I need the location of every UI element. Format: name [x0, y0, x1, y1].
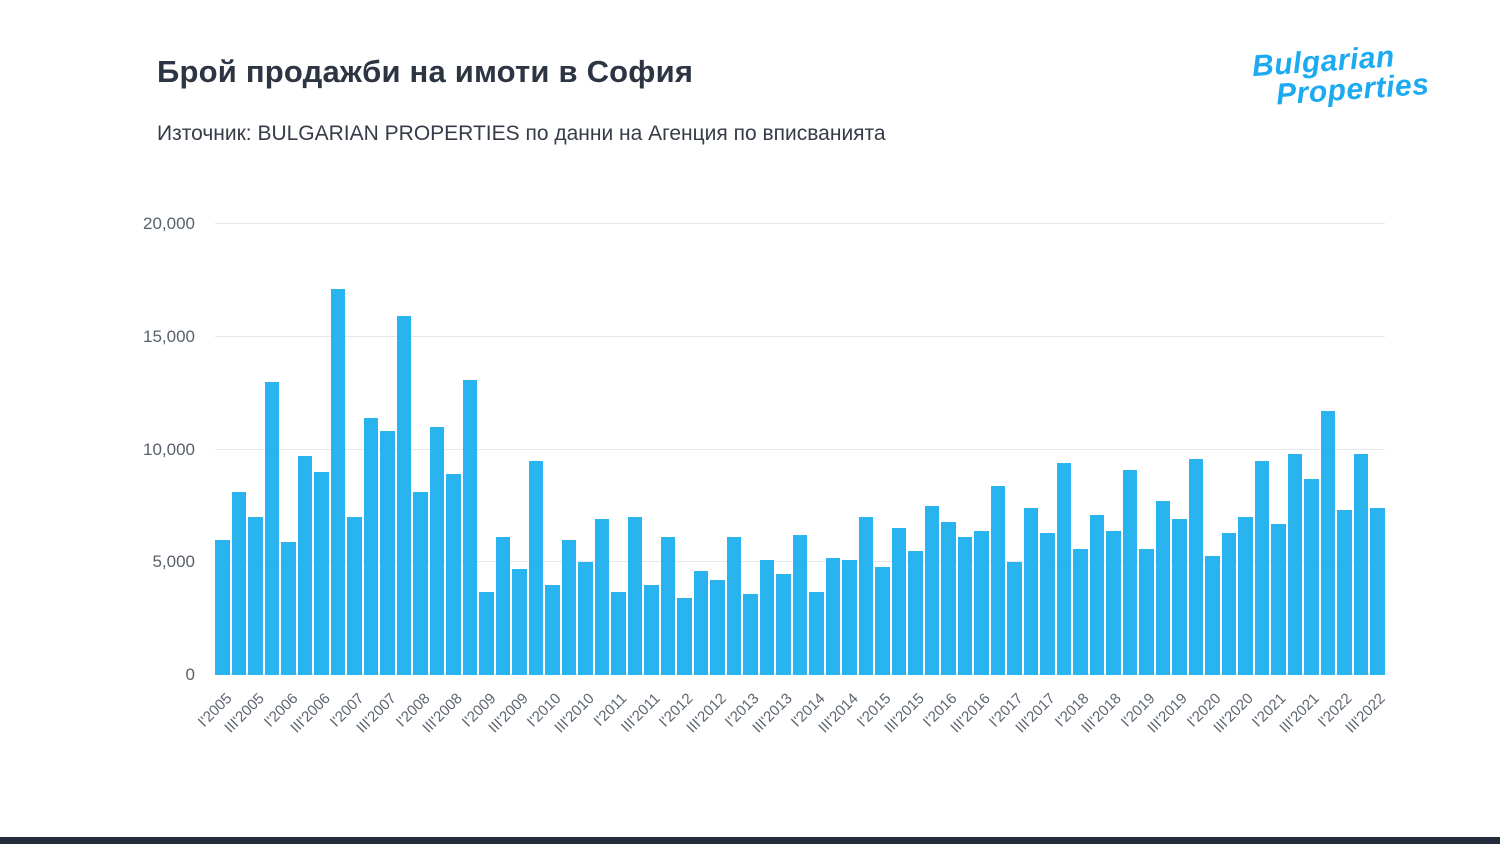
bar-IV'2021	[1320, 411, 1335, 675]
bar-III'2022	[1370, 508, 1385, 675]
bar-II'2014	[825, 557, 840, 675]
bar-I'2017	[1007, 562, 1022, 675]
y-axis-tick-label: 5,000	[152, 552, 195, 572]
gridline	[215, 335, 1385, 337]
bar-II'2019	[1155, 501, 1170, 675]
bar-II'2020	[1221, 532, 1236, 675]
bar-II'2012	[693, 571, 708, 675]
bar-IV'2013	[792, 535, 807, 675]
bar-I'2011	[611, 591, 626, 675]
y-axis-tick-label: 0	[185, 665, 195, 684]
bar-III'2014	[842, 560, 857, 675]
bar-III'2013	[776, 573, 791, 675]
bar-I'2019	[1139, 548, 1154, 675]
gridline	[215, 448, 1385, 450]
y-axis: 0 5,000 10,000 15,000 20,000	[90, 214, 205, 684]
bar-IV'2019	[1188, 458, 1203, 675]
bar-I'2007	[347, 517, 362, 675]
bar-II'2013	[759, 560, 774, 675]
bar-III'2018	[1106, 530, 1121, 675]
bar-II'2018	[1089, 514, 1104, 675]
bulgarian-properties-logo: Bulgarian Properties	[1251, 40, 1430, 112]
bar-III'2021	[1304, 478, 1319, 675]
bar-II'2005	[231, 492, 246, 675]
bar-III'2019	[1172, 519, 1187, 675]
bar-IV'2006	[330, 289, 345, 675]
bar-III'2012	[710, 580, 725, 675]
bar-I'2013	[743, 593, 758, 675]
x-axis: I'2005 III'2005 I'2006 III'2006 I'2007 III'20…	[195, 676, 1389, 806]
logo-line2: Properties	[1274, 67, 1430, 112]
bar-II'2015	[891, 528, 906, 675]
source-subtitle: Източник: BULGARIAN PROPERTIES по данни …	[157, 122, 886, 145]
bar-IV'2010	[594, 519, 609, 675]
bar-I'2008	[413, 492, 428, 675]
bar-II'2007	[363, 417, 378, 675]
bar-I'2006	[281, 541, 296, 675]
bar-II'2022	[1353, 454, 1368, 675]
bar-IV'2007	[396, 316, 411, 675]
bar-I'2016	[941, 521, 956, 675]
bar-I'2014	[809, 591, 824, 675]
y-axis-tick-label: 10,000	[143, 439, 195, 459]
bar-I'2021	[1271, 523, 1286, 675]
bar-I'2018	[1073, 548, 1088, 675]
bar-IV'2020	[1254, 460, 1269, 675]
bar-III'2005	[248, 517, 263, 675]
bar-I'2012	[677, 598, 692, 675]
bar-IV'2017	[1056, 463, 1071, 675]
bar-I'2009	[479, 591, 494, 675]
bar-II'2016	[957, 537, 972, 675]
plot-area	[215, 223, 1385, 675]
bar-I'2010	[545, 584, 560, 675]
bar-III'2007	[380, 431, 395, 675]
bar-III'2016	[974, 530, 989, 675]
bar-series	[215, 224, 1385, 675]
bar-IV'2012	[726, 537, 741, 675]
y-axis-tick-label: 15,000	[143, 326, 195, 346]
bar-IV'2018	[1122, 469, 1137, 675]
bar-III'2009	[512, 569, 527, 675]
bar-IV'2015	[924, 505, 939, 675]
bar-III'2008	[446, 474, 461, 675]
bar-IV'2011	[660, 537, 675, 675]
bar-II'2006	[297, 456, 312, 675]
bar-II'2010	[561, 539, 576, 675]
bar-III'2020	[1238, 517, 1253, 675]
bar-I'2005	[215, 539, 230, 675]
bar-I'2022	[1337, 510, 1352, 675]
bar-II'2017	[1023, 508, 1038, 675]
bar-IV'2016	[990, 485, 1005, 675]
bar-III'2017	[1040, 532, 1055, 675]
bar-IV'2009	[528, 460, 543, 675]
y-axis-tick-label: 20,000	[143, 214, 195, 233]
bar-III'2010	[578, 562, 593, 675]
bar-II'2011	[627, 517, 642, 675]
bar-II'2009	[495, 537, 510, 675]
gridline	[215, 223, 1385, 224]
bar-I'2015	[875, 566, 890, 675]
bar-I'2020	[1205, 555, 1220, 675]
bar-III'2006	[314, 472, 329, 675]
bar-IV'2008	[462, 379, 477, 675]
bar-IV'2005	[264, 381, 279, 675]
footer-strip	[0, 837, 1500, 844]
bar-II'2008	[429, 426, 444, 675]
page-title: Брой продажби на имоти в София	[157, 54, 694, 89]
bar-II'2021	[1287, 454, 1302, 675]
bar-III'2015	[908, 550, 923, 675]
bar-III'2011	[644, 584, 659, 675]
bar-IV'2014	[858, 517, 873, 675]
